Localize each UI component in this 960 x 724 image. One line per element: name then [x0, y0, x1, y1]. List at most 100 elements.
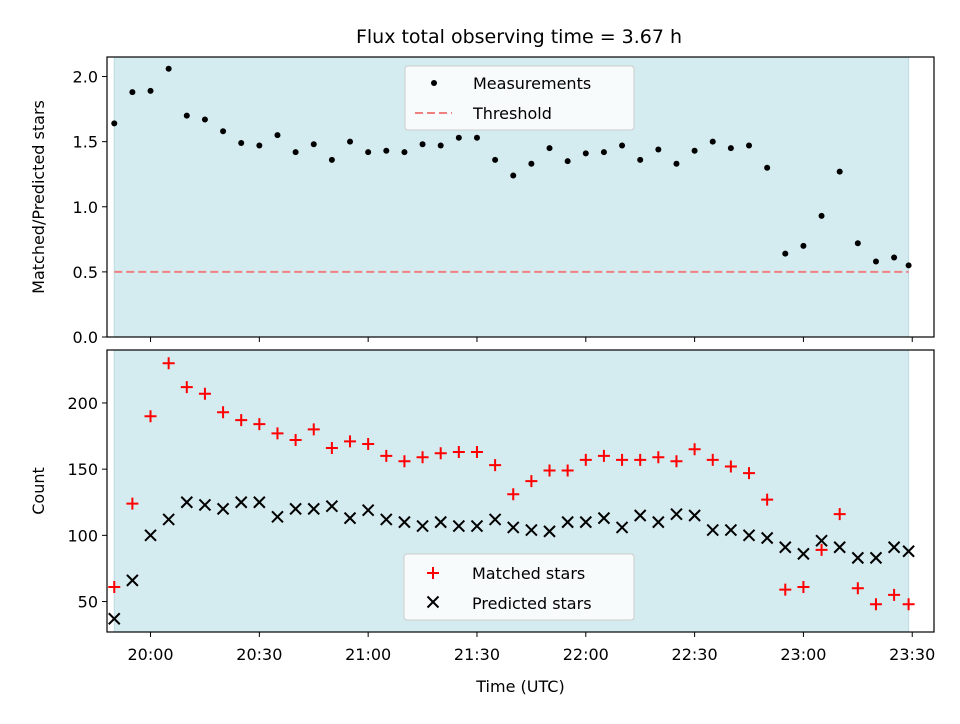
predicted-star-point — [561, 515, 574, 529]
legend-predicted-label: Predicted stars — [472, 594, 592, 613]
measurement-point — [709, 138, 716, 145]
matched-star-point — [416, 451, 429, 464]
matched-star-point — [434, 447, 447, 460]
x-axis-label: Time (UTC) — [475, 677, 564, 696]
legend-predicted-marker — [426, 595, 440, 609]
matched-star-point — [398, 455, 411, 468]
measurement-point — [746, 142, 753, 149]
predicted-star-point — [670, 507, 683, 521]
legend-top: Measurements Threshold — [404, 65, 635, 131]
y-axis-label: Matched/Predicted stars — [29, 100, 48, 294]
measurement-point — [111, 120, 118, 127]
y-tick-label: 1.0 — [73, 198, 98, 217]
predicted-star-point — [507, 521, 520, 534]
matched-star-point — [253, 418, 266, 431]
matched-star-point — [126, 497, 139, 510]
measurement-point — [872, 258, 879, 265]
predicted-star-point — [380, 513, 393, 526]
measurement-point — [619, 142, 626, 149]
measurement-point — [328, 156, 335, 163]
predicted-star-point — [742, 529, 756, 542]
legend-measurements-label: Measurements — [473, 74, 591, 93]
measurement-point — [419, 141, 426, 148]
matched-star-point — [724, 460, 737, 473]
matched-star-point — [307, 423, 320, 436]
measurement-point — [582, 150, 589, 157]
predicted-star-point — [434, 515, 447, 529]
predicted-star-point — [289, 502, 302, 516]
matched-star-point — [235, 414, 248, 427]
predicted-star-point — [488, 513, 502, 526]
legend-threshold-label: Threshold — [472, 104, 552, 123]
predicted-star-point — [198, 498, 212, 512]
matched-star-point — [851, 582, 864, 595]
predicted-star-point — [398, 515, 411, 529]
predicted-star-point — [470, 519, 484, 533]
measurement-point — [800, 242, 807, 249]
matched-star-point — [489, 459, 502, 472]
top-panel: 0.0 0.5 1.0 1.5 2.0 Matched/Predicted stars Me… — [29, 56, 935, 347]
measurement-point — [836, 168, 843, 175]
x-tick-label: 22:30 — [672, 645, 718, 664]
matched-star-point — [271, 427, 284, 440]
matched-star-point — [325, 441, 338, 454]
y-tick-label: 2.0 — [73, 68, 98, 87]
measurement-point — [564, 158, 571, 165]
measurement-point — [473, 134, 480, 141]
predicted-star-point — [887, 541, 901, 554]
measurement-point — [891, 254, 898, 261]
matched-star-point — [543, 464, 556, 477]
measurement-point — [437, 142, 444, 149]
predicted-star-point — [452, 519, 466, 533]
predicted-star-point — [180, 496, 194, 509]
measurement-point — [274, 132, 281, 139]
predicted-star-point — [902, 545, 915, 558]
matched-star-point — [743, 467, 756, 480]
measurement-point — [347, 138, 354, 145]
measurement-point — [401, 149, 408, 156]
measurement-point — [818, 212, 825, 219]
measurement-point — [727, 145, 734, 152]
matched-star-point — [815, 543, 828, 556]
legend-matched-marker — [427, 567, 439, 579]
measurement-point — [220, 128, 227, 135]
predicted-star-point — [706, 523, 719, 537]
measurement-point — [455, 134, 462, 141]
matched-star-point — [198, 387, 211, 400]
x-tick-label: 20:30 — [236, 645, 282, 664]
matched-star-point — [797, 580, 810, 593]
matched-star-point — [779, 583, 792, 596]
axes-frame — [106, 56, 935, 338]
predicted-star-point — [869, 551, 883, 565]
matched-star-point — [902, 598, 915, 611]
predicted-star-point — [543, 525, 556, 538]
y-tick-label: 100 — [67, 526, 98, 545]
x-tick-label: 22:00 — [563, 645, 609, 664]
legend-measurements-marker — [431, 80, 437, 86]
measurement-point — [238, 139, 245, 146]
legend-box — [404, 65, 635, 131]
predicted-star-point — [234, 496, 248, 509]
predicted-star-point — [851, 551, 865, 565]
predicted-star-point — [144, 529, 157, 542]
measurement-point — [256, 142, 263, 149]
y-tick-label: 0.0 — [73, 328, 98, 347]
chart-title: Flux total observing time = 3.67 h — [356, 26, 682, 48]
matched-star-point — [634, 453, 647, 466]
measurement-point — [600, 149, 607, 156]
matched-star-point — [162, 357, 175, 370]
measurement-point — [905, 262, 912, 269]
predicted-star-point — [253, 496, 266, 509]
x-tick-label: 21:30 — [454, 645, 500, 664]
y-tick-label: 200 — [67, 394, 98, 413]
predicted-star-point — [688, 509, 701, 522]
x-tick-label: 20:00 — [127, 645, 173, 664]
matched-star-point — [362, 438, 375, 450]
measurement-point — [782, 250, 789, 257]
predicted-star-point — [108, 612, 121, 625]
y-tick-label: 150 — [67, 460, 98, 479]
bottom-panel: 50 100 150 200 20:00 20:30 21:00 21:30 22:00 22:3… — [29, 349, 935, 696]
predicted-star-point — [652, 515, 665, 529]
x-tick-label: 23:30 — [889, 645, 935, 664]
predicted-star-point — [325, 500, 339, 513]
